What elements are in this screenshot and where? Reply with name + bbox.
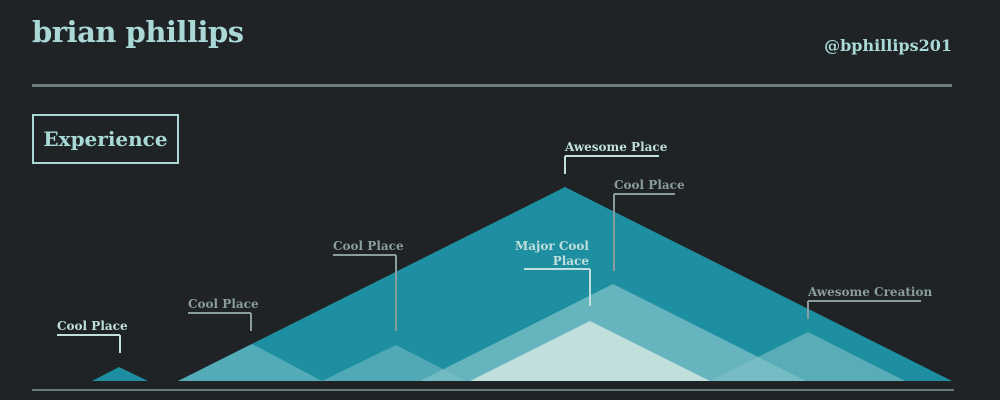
experience-label-6: Major Cool Place [515,239,591,306]
twitter-handle-link[interactable]: @bphillips201 [824,36,952,55]
experience-peak-major-cool-place [470,321,710,381]
experience-label-text: Cool Place [57,319,128,333]
experience-peak-small [92,367,148,381]
experience-label-7: Awesome Creation [807,285,932,319]
experience-label-1: Cool Place [57,319,128,353]
experience-label-text: Cool Place [333,239,404,253]
experience-label-text: Major Cool [515,239,589,253]
experience-peak-cool-place-2 [178,344,322,381]
experience-label-text: Awesome Creation [807,285,932,299]
experience-label-text: Awesome Place [564,140,668,154]
experience-label-text: Cool Place [614,178,685,192]
header-divider [32,84,952,87]
experience-peak-cool-place-3 [322,345,466,381]
experience-label-text-line2: Place [553,254,590,268]
experience-label-2: Cool Place [188,297,259,331]
section-title-label: Experience [43,127,168,151]
experience-peak-awesome-creation [710,332,905,381]
experience-label-4: Awesome Place [564,140,668,174]
chart-baseline [32,389,954,391]
profile-name: brian phillips [32,15,244,49]
experience-label-5: Cool Place [613,178,685,271]
section-title-experience: Experience [32,114,179,164]
experience-label-text: Cool Place [188,297,259,311]
experience-peak-awesome-place [178,187,952,381]
experience-label-3: Cool Place [333,239,404,331]
